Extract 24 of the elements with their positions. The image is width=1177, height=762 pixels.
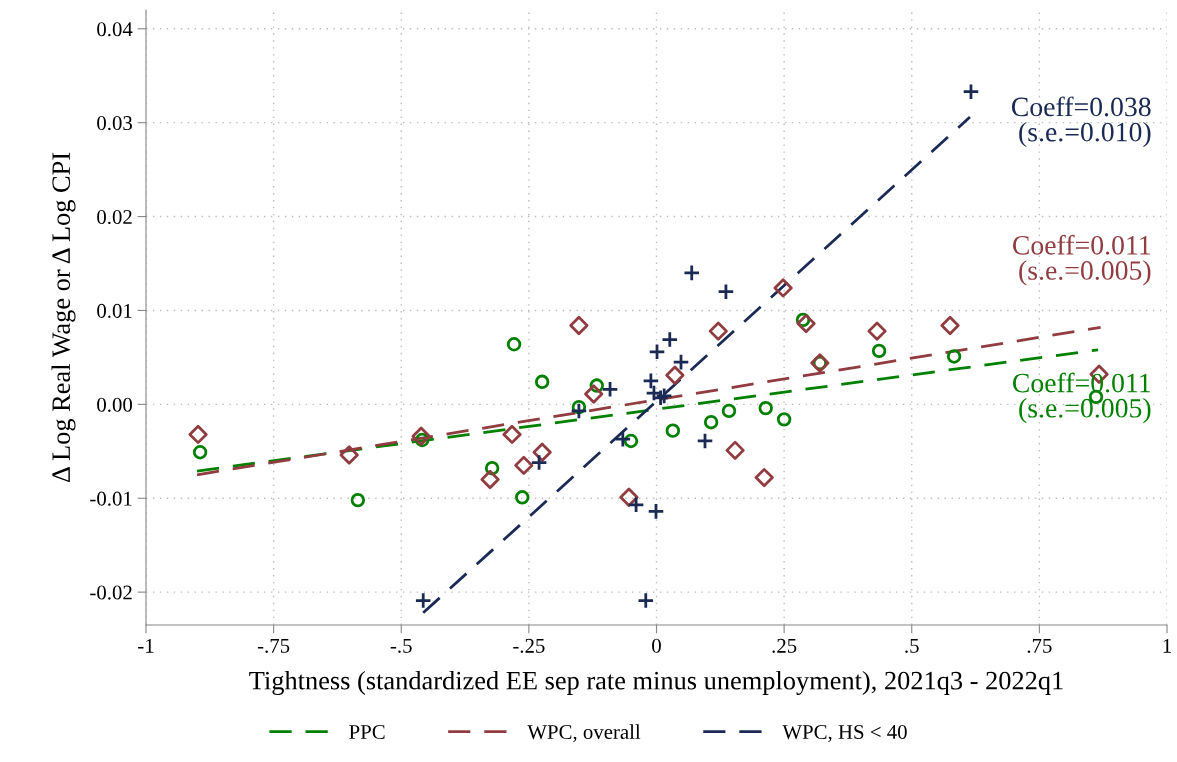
x-tick-label: -1 (138, 638, 154, 653)
y-tick-label: 0.04 (97, 22, 133, 37)
x-tick-label: .5 (905, 639, 919, 653)
x-tick-label: 0 (652, 638, 661, 653)
annotation: Coeff=0.011 (s.e.=0.005) (1012, 372, 1151, 424)
annotation: Coeff=0.011 (s.e.=0.005) (1012, 234, 1151, 286)
x-tick-label: 1 (1163, 638, 1171, 653)
y-tick-label: 0.00 (97, 397, 133, 412)
legend-label: PPC (349, 725, 385, 740)
y-tick-label: -0.02 (90, 585, 132, 600)
x-tick-label: -.75 (257, 639, 290, 653)
y-tick-label: -0.01 (90, 491, 132, 506)
annotation: Coeff=0.038 (s.e.=0.010) (1011, 96, 1151, 148)
x-tick-label: .25 (772, 638, 797, 653)
legend-label: WPC, HS < 40 (782, 724, 907, 743)
x-tick-label: .75 (1027, 639, 1052, 653)
x-tick-label: -.25 (513, 638, 545, 653)
y-tick-label: 0.01 (97, 303, 132, 318)
legend-label: WPC, overall (527, 724, 641, 743)
x-tick-label: -.5 (390, 639, 412, 653)
y-tick-label: 0.03 (97, 116, 132, 131)
x-axis-title: Tightness (standardized EE sep rate minus unemployment), 2021q3 - 2022q1 (249, 670, 1063, 695)
y-axis-title: Δ Log Real Wage or Δ Log CPI (51, 152, 76, 483)
y-tick-label: 0.02 (97, 209, 132, 225)
